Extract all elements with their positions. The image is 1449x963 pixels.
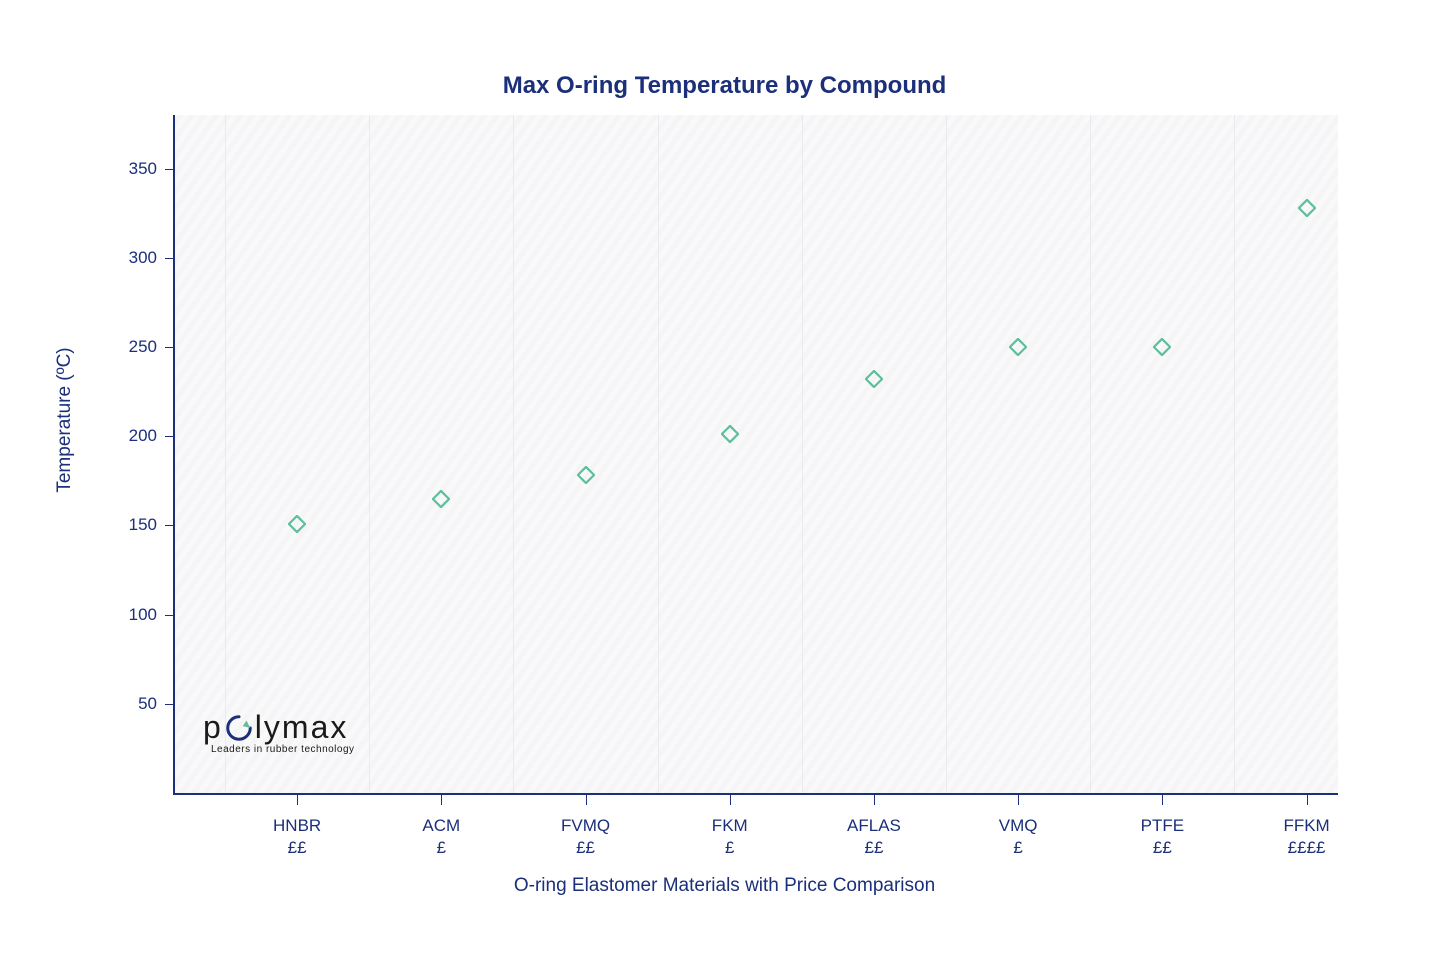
- grid-vertical: [1234, 115, 1235, 793]
- y-tick-mark: [165, 169, 175, 170]
- grid-vertical: [225, 115, 226, 793]
- x-tick-mark: [297, 795, 298, 805]
- y-tick-mark: [165, 258, 175, 259]
- x-tick-label: AFLAS ££: [847, 815, 901, 859]
- grid-vertical: [802, 115, 803, 793]
- x-tick-label: FFKM ££££: [1283, 815, 1329, 859]
- logo-letters-lymax: lymax: [255, 709, 349, 746]
- y-tick-label: 150: [97, 515, 157, 535]
- chart-title: Max O-ring Temperature by Compound: [0, 72, 1449, 100]
- y-tick-label: 250: [97, 337, 157, 357]
- x-tick-mark: [1018, 795, 1019, 805]
- x-tick-label: FVMQ ££: [561, 815, 610, 859]
- y-tick-mark: [165, 347, 175, 348]
- data-point-marker: [1298, 199, 1316, 217]
- grid-vertical: [369, 115, 370, 793]
- logo-o-ring-icon: [224, 713, 254, 743]
- data-point-marker: [721, 425, 739, 443]
- grid-vertical: [946, 115, 947, 793]
- plot-area: [175, 115, 1338, 793]
- y-tick-mark: [165, 704, 175, 705]
- y-tick-mark: [165, 615, 175, 616]
- x-tick-mark: [1162, 795, 1163, 805]
- y-axis-line: [173, 115, 175, 795]
- y-tick-label: 300: [97, 248, 157, 268]
- y-axis-title: Temperature (ºC): [54, 347, 76, 492]
- y-tick-mark: [165, 525, 175, 526]
- y-tick-label: 200: [97, 426, 157, 446]
- brand-logo: p lymax Leaders in rubber technology: [203, 709, 355, 755]
- x-tick-label: VMQ £: [999, 815, 1038, 859]
- x-tick-mark: [441, 795, 442, 805]
- data-point-marker: [577, 466, 595, 484]
- logo-letter-p: p: [203, 709, 223, 746]
- grid-vertical: [1090, 115, 1091, 793]
- x-tick-mark: [586, 795, 587, 805]
- x-tick-mark: [1307, 795, 1308, 805]
- data-point-marker: [1009, 338, 1027, 356]
- x-tick-label: HNBR ££: [273, 815, 321, 859]
- y-tick-label: 50: [97, 694, 157, 714]
- data-point-marker: [288, 515, 306, 533]
- x-tick-label: FKM £: [712, 815, 748, 859]
- grid-vertical: [513, 115, 514, 793]
- logo-wordmark: p lymax: [203, 709, 355, 746]
- y-tick-label: 100: [97, 605, 157, 625]
- data-point-marker: [865, 370, 883, 388]
- grid-vertical: [658, 115, 659, 793]
- data-point-marker: [1153, 338, 1171, 356]
- data-point-marker: [432, 490, 450, 508]
- logo-tagline: Leaders in rubber technology: [211, 744, 355, 755]
- x-axis-title: O-ring Elastomer Materials with Price Co…: [0, 875, 1449, 897]
- x-tick-label: PTFE ££: [1141, 815, 1184, 859]
- x-tick-mark: [874, 795, 875, 805]
- page-root: Max O-ring Temperature by Compound 50 100…: [0, 0, 1449, 963]
- y-tick-mark: [165, 436, 175, 437]
- x-tick-label: ACM £: [422, 815, 460, 859]
- x-tick-mark: [730, 795, 731, 805]
- y-tick-label: 350: [97, 159, 157, 179]
